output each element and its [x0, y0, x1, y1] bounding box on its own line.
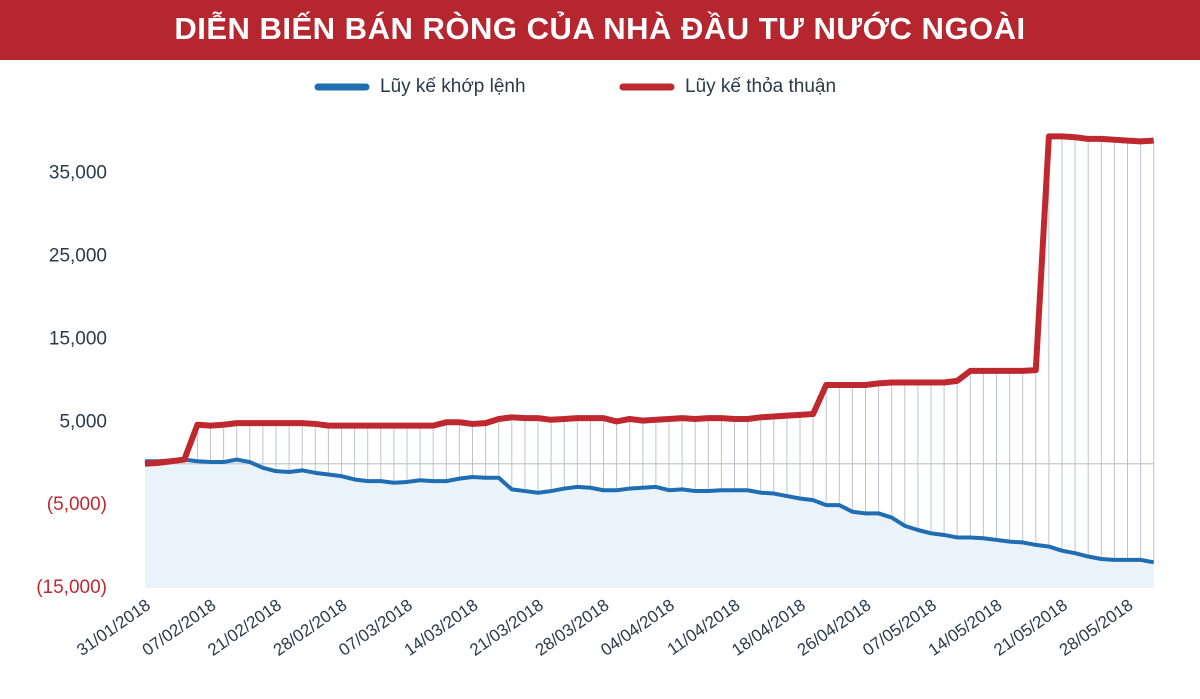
- title-banner: [0, 0, 1200, 60]
- y-tick-label: 35,000: [49, 163, 107, 184]
- chart-title: DIỄN BIẾN BÁN RÒNG CỦA NHÀ ĐẦU TƯ NƯỚC N…: [174, 10, 1025, 46]
- area: [145, 459, 1154, 588]
- x-tick-label: 28/05/2018: [1056, 595, 1137, 659]
- y-tick-label: 25,000: [49, 246, 107, 267]
- y-tick-label: 5,000: [59, 411, 107, 432]
- legend-label: Lũy kế khớp lệnh: [380, 76, 526, 97]
- x-tick-label: 04/04/2018: [597, 595, 678, 659]
- line: [145, 457, 1155, 565]
- line: [144, 133, 1154, 467]
- legend-label: Lũy kế thỏa thuận: [685, 76, 836, 97]
- y-tick-label: (15,000): [36, 577, 107, 598]
- y-tick-label: (5,000): [47, 494, 107, 515]
- y-tick-label: 15,000: [49, 328, 107, 349]
